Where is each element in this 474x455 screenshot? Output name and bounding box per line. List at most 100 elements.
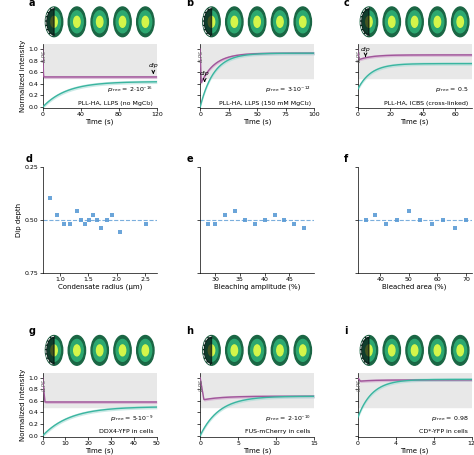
Circle shape xyxy=(73,345,80,356)
Point xyxy=(97,224,105,232)
Wedge shape xyxy=(203,8,211,36)
Point xyxy=(394,216,401,223)
Text: $\it{p}_{\rm{free}}$ = 2·10⁻¹⁰: $\it{p}_{\rm{free}}$ = 2·10⁻¹⁰ xyxy=(265,413,311,423)
X-axis label: Time (s): Time (s) xyxy=(401,119,429,125)
Bar xyxy=(43,373,157,407)
Text: PLL-HA, ICBS (cross-linked): PLL-HA, ICBS (cross-linked) xyxy=(384,101,468,106)
X-axis label: Time (s): Time (s) xyxy=(85,447,114,454)
Point xyxy=(53,212,61,219)
Circle shape xyxy=(46,7,63,37)
Point xyxy=(261,216,268,223)
Point xyxy=(291,220,298,228)
Circle shape xyxy=(385,339,398,361)
Circle shape xyxy=(71,339,83,361)
Circle shape xyxy=(226,7,243,37)
Y-axis label: Normalized intensity: Normalized intensity xyxy=(20,40,26,112)
Circle shape xyxy=(71,11,83,33)
Bar xyxy=(357,45,472,78)
Text: DDX4-YFP in cells: DDX4-YFP in cells xyxy=(99,429,153,434)
Circle shape xyxy=(296,11,309,33)
Circle shape xyxy=(406,335,423,365)
Circle shape xyxy=(116,339,129,361)
Point xyxy=(271,212,278,219)
Point xyxy=(46,195,53,202)
Point xyxy=(462,216,470,223)
Circle shape xyxy=(428,335,446,365)
Circle shape xyxy=(452,335,469,365)
Circle shape xyxy=(97,345,103,356)
Text: CD*-YFP in cells: CD*-YFP in cells xyxy=(419,429,468,434)
Circle shape xyxy=(251,339,264,361)
Point xyxy=(103,216,110,223)
X-axis label: Condensate radius (μm): Condensate radius (μm) xyxy=(57,283,142,289)
Circle shape xyxy=(91,7,109,37)
Circle shape xyxy=(248,335,266,365)
X-axis label: Time (s): Time (s) xyxy=(243,119,271,125)
Circle shape xyxy=(248,7,266,37)
Text: LLPS: LLPS xyxy=(42,379,47,390)
Circle shape xyxy=(363,11,375,33)
Point xyxy=(89,212,97,219)
Y-axis label: Normalized intensity: Normalized intensity xyxy=(20,369,26,441)
Circle shape xyxy=(363,339,375,361)
Circle shape xyxy=(114,335,131,365)
Text: LLPS: LLPS xyxy=(199,379,204,390)
Circle shape xyxy=(251,11,264,33)
Circle shape xyxy=(360,7,378,37)
Circle shape xyxy=(116,11,129,33)
Circle shape xyxy=(457,345,464,356)
Circle shape xyxy=(137,335,154,365)
Circle shape xyxy=(137,7,154,37)
Bar xyxy=(200,45,314,78)
Circle shape xyxy=(254,345,260,356)
Circle shape xyxy=(428,7,446,37)
Circle shape xyxy=(228,11,241,33)
Circle shape xyxy=(389,345,395,356)
Circle shape xyxy=(360,335,378,365)
Circle shape xyxy=(383,335,401,365)
Point xyxy=(281,216,288,223)
Point xyxy=(428,220,436,228)
Wedge shape xyxy=(361,8,369,36)
X-axis label: Time (s): Time (s) xyxy=(401,447,429,454)
Point xyxy=(405,207,413,215)
Circle shape xyxy=(411,16,418,27)
Y-axis label: Dip depth: Dip depth xyxy=(16,202,22,237)
Point xyxy=(371,212,378,219)
Circle shape xyxy=(119,16,126,27)
Circle shape xyxy=(203,335,220,365)
X-axis label: Time (s): Time (s) xyxy=(243,447,271,454)
Wedge shape xyxy=(46,8,54,36)
Point xyxy=(66,220,74,228)
Circle shape xyxy=(208,16,215,27)
Text: $\it{p}_{\rm{free}}$ = 5·10⁻⁹: $\it{p}_{\rm{free}}$ = 5·10⁻⁹ xyxy=(110,413,153,423)
Point xyxy=(221,212,228,219)
Circle shape xyxy=(300,16,306,27)
Text: $\it{p}_{\rm{free}}$ = 0.98: $\it{p}_{\rm{free}}$ = 0.98 xyxy=(431,414,468,423)
Point xyxy=(143,220,150,228)
Text: LLPS: LLPS xyxy=(357,50,362,62)
Circle shape xyxy=(48,11,61,33)
Circle shape xyxy=(366,16,372,27)
Text: b: b xyxy=(186,0,193,8)
Text: e: e xyxy=(186,154,193,164)
Point xyxy=(382,220,390,228)
Circle shape xyxy=(139,11,152,33)
Circle shape xyxy=(142,345,148,356)
Point xyxy=(73,207,81,215)
Circle shape xyxy=(277,16,283,27)
Point xyxy=(109,212,116,219)
Bar xyxy=(43,45,157,78)
Point xyxy=(61,220,68,228)
Point xyxy=(211,220,219,228)
Bar xyxy=(357,373,472,407)
Point xyxy=(451,224,458,232)
Point xyxy=(417,216,424,223)
Circle shape xyxy=(385,11,398,33)
Circle shape xyxy=(205,11,218,33)
Circle shape xyxy=(139,339,152,361)
Circle shape xyxy=(68,335,86,365)
Circle shape xyxy=(114,7,131,37)
Text: LLPS: LLPS xyxy=(199,50,204,62)
Circle shape xyxy=(366,345,372,356)
